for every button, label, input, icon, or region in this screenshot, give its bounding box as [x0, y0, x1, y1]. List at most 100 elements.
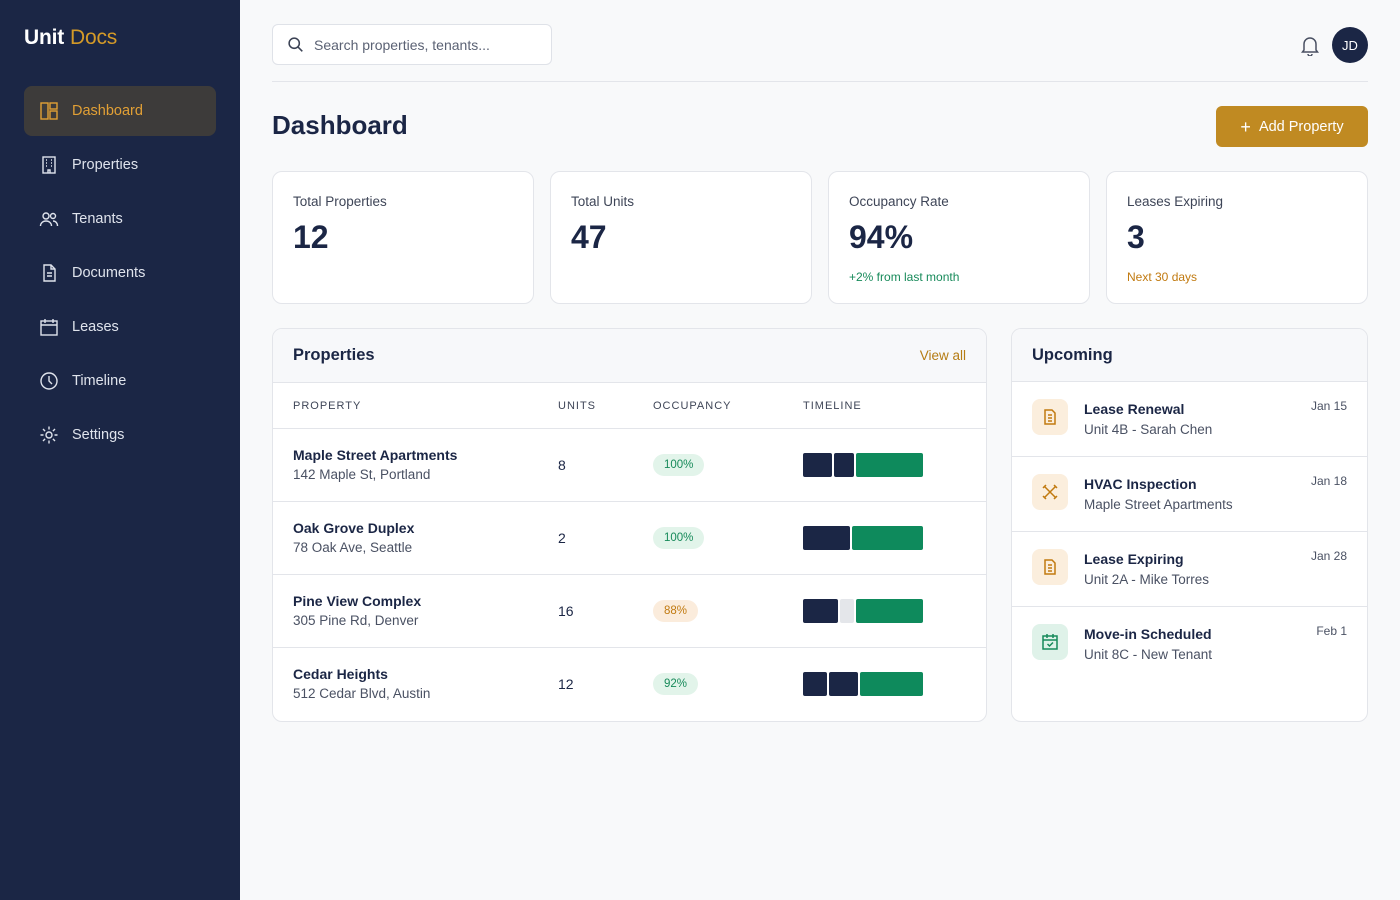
timeline-bar — [803, 672, 923, 696]
stat-card-occupancy-rate: Occupancy Rate 94% +2% from last month — [828, 171, 1090, 304]
stat-card-total-units: Total Units 47 — [550, 171, 812, 304]
document-icon — [38, 262, 60, 284]
occupancy-badge: 88% — [653, 600, 699, 622]
clock-icon — [38, 370, 60, 392]
upcoming-card-header: Upcoming — [1012, 329, 1367, 382]
properties-card-title: Properties — [293, 346, 375, 364]
sidebar-item-label: Settings — [72, 427, 125, 443]
upcoming-title: Lease Expiring — [1084, 551, 1184, 567]
upcoming-item[interactable]: Move-in Scheduled Unit 8C - New Tenant F… — [1012, 607, 1367, 682]
timeline-bar — [803, 453, 923, 477]
upcoming-subtitle: Maple Street Apartments — [1084, 497, 1233, 512]
search-box[interactable] — [272, 24, 552, 65]
page-title: Dashboard — [272, 110, 408, 140]
upcoming-date: Jan 18 — [1310, 474, 1347, 488]
upcoming-date: Feb 1 — [1316, 624, 1347, 638]
header-divider — [272, 81, 1368, 82]
timeline-bar — [803, 526, 923, 550]
timeline-segment-gray — [840, 599, 854, 623]
occupancy-badge: 100% — [653, 454, 705, 476]
timeline-segment-green — [856, 599, 923, 623]
upcoming-title: Move-in Scheduled — [1084, 626, 1212, 642]
document-icon — [1032, 399, 1068, 435]
users-icon — [38, 208, 60, 230]
tools-icon — [1032, 474, 1068, 510]
table-row[interactable]: Pine View Complex 305 Pine Rd, Denver 16… — [273, 575, 986, 648]
search-icon — [288, 37, 303, 52]
calendar-icon — [38, 316, 60, 338]
sidebar-item-label: Timeline — [72, 373, 127, 389]
property-units: 2 — [558, 530, 566, 546]
property-units: 8 — [558, 457, 566, 473]
timeline-segment-green — [860, 672, 923, 696]
notifications-button[interactable] — [1298, 33, 1322, 57]
plus-icon: + — [1240, 116, 1251, 137]
upcoming-card-title: Upcoming — [1032, 345, 1113, 364]
column-header-units[interactable]: Units — [558, 400, 596, 412]
sidebar-item-label: Leases — [72, 319, 119, 335]
column-header-timeline[interactable]: Timeline — [803, 400, 862, 412]
stat-card-leases-expiring: Leases Expiring 3 Next 30 days — [1106, 171, 1368, 304]
timeline-segment-green — [856, 453, 923, 477]
upcoming-card: Upcoming Lease Renewal Unit 4B - Sarah C… — [1011, 328, 1368, 722]
sidebar-item-tenants[interactable]: Tenants — [24, 194, 216, 244]
upcoming-subtitle: Unit 2A - Mike Torres — [1084, 572, 1210, 587]
stats-row: Total Properties 12 Total Units 47 Occup… — [272, 171, 1368, 304]
table-row[interactable]: Cedar Heights 512 Cedar Blvd, Austin 12 … — [273, 648, 986, 721]
property-address: 142 Maple St, Portland — [293, 467, 431, 482]
bell-icon — [1301, 36, 1319, 56]
sidebar-item-timeline[interactable]: Timeline — [24, 356, 216, 406]
properties-card: Properties View all Property Units Occup… — [272, 328, 987, 722]
stat-label: Occupancy Rate — [849, 194, 949, 209]
timeline-segment-green — [852, 526, 923, 550]
sidebar-item-leases[interactable]: Leases — [24, 302, 216, 352]
timeline-segment-navy — [803, 453, 832, 477]
brand-accent: Docs — [70, 26, 118, 49]
table-header: Property Units Occupancy Timeline — [273, 383, 986, 429]
timeline-segment-navy — [803, 672, 827, 696]
timeline-segment-navy — [803, 526, 850, 550]
upcoming-item[interactable]: HVAC Inspection Maple Street Apartments … — [1012, 457, 1367, 532]
upcoming-title: HVAC Inspection — [1084, 476, 1197, 492]
stat-note: Next 30 days — [1127, 270, 1198, 284]
stat-card-total-properties: Total Properties 12 — [272, 171, 534, 304]
property-name[interactable]: Cedar Heights — [293, 666, 388, 682]
property-name[interactable]: Oak Grove Duplex — [293, 520, 415, 536]
property-address: 512 Cedar Blvd, Austin — [293, 686, 431, 701]
sidebar-item-settings[interactable]: Settings — [24, 410, 216, 460]
sidebar: Unit Docs Dashboard Properties Tenants Do… — [0, 0, 240, 900]
sidebar-item-label: Dashboard — [72, 103, 143, 119]
view-all-link[interactable]: View all — [919, 348, 966, 363]
column-header-property[interactable]: Property — [293, 400, 362, 412]
upcoming-date: Jan 15 — [1310, 399, 1347, 413]
add-property-label: Add Property — [1258, 118, 1344, 135]
property-name[interactable]: Pine View Complex — [293, 593, 422, 609]
upcoming-item[interactable]: Lease Expiring Unit 2A - Mike Torres Jan… — [1012, 532, 1367, 607]
dashboard-icon — [38, 100, 60, 122]
avatar[interactable]: JD — [1332, 27, 1368, 63]
stat-value: 94% — [849, 219, 914, 255]
sidebar-item-properties[interactable]: Properties — [24, 140, 216, 190]
property-name[interactable]: Maple Street Apartments — [293, 447, 458, 463]
table-row[interactable]: Oak Grove Duplex 78 Oak Ave, Seattle 2 1… — [273, 502, 986, 575]
add-property-button[interactable]: + Add Property — [1216, 106, 1368, 147]
property-units: 12 — [558, 676, 574, 692]
sidebar-item-label: Documents — [72, 265, 146, 281]
upcoming-date: Jan 28 — [1310, 549, 1347, 563]
search-input[interactable] — [314, 36, 534, 53]
sidebar-item-label: Tenants — [72, 211, 123, 227]
stat-label: Total Units — [571, 194, 635, 209]
sidebar-item-dashboard[interactable]: Dashboard — [24, 86, 216, 136]
table-row[interactable]: Maple Street Apartments 142 Maple St, Po… — [273, 429, 986, 502]
document-icon — [1032, 549, 1068, 585]
occupancy-badge: 100% — [653, 527, 705, 549]
property-units: 16 — [558, 603, 574, 619]
sidebar-item-label: Properties — [72, 157, 139, 173]
stat-label: Total Properties — [293, 194, 387, 209]
brand-logo[interactable]: Unit Docs — [24, 26, 117, 50]
timeline-segment-navy — [829, 672, 858, 696]
sidebar-item-documents[interactable]: Documents — [24, 248, 216, 298]
building-icon — [38, 154, 60, 176]
upcoming-item[interactable]: Lease Renewal Unit 4B - Sarah Chen Jan 1… — [1012, 382, 1367, 457]
column-header-occupancy[interactable]: Occupancy — [653, 400, 732, 412]
